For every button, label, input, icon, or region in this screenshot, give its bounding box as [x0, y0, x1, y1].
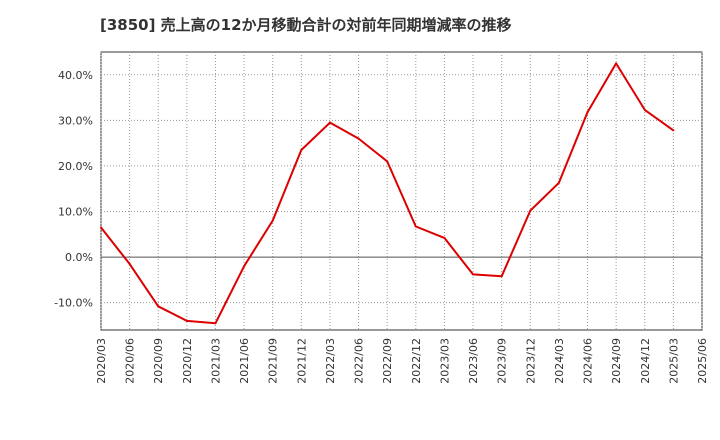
- x-tick-label: 2021/06: [238, 338, 251, 384]
- data-point: [214, 322, 217, 325]
- x-tick-label: 2020/12: [181, 338, 194, 384]
- data-point: [100, 226, 102, 229]
- grid-layer: [100, 52, 703, 330]
- y-tick-label: 0.0%: [65, 251, 93, 264]
- x-tick-label: 2023/03: [438, 338, 451, 384]
- x-tick-label: 2023/06: [467, 338, 480, 384]
- x-tick-label: 2024/06: [582, 338, 595, 384]
- data-point: [443, 236, 446, 239]
- data-point: [472, 273, 475, 276]
- x-tick-label: 2025/06: [696, 338, 709, 384]
- data-point: [529, 209, 532, 212]
- tick-layer: -10.0% 0.0% 10.0% 20.0% 30.0% 40.0% 2020/03 202…: [54, 69, 709, 384]
- x-tick-label: 2020/09: [152, 338, 165, 384]
- series-layer: [100, 62, 675, 325]
- x-tick-label: 2021/09: [267, 338, 280, 384]
- chart-title: [3850] 売上高の12か月移動合計の対前年同期増減率の推移: [100, 16, 512, 34]
- x-tick-label: 2024/12: [639, 338, 652, 384]
- x-tick-label: 2024/09: [610, 338, 623, 384]
- data-point: [243, 265, 246, 268]
- x-tick-label: 2020/06: [124, 338, 137, 384]
- y-tick-label: 30.0%: [58, 114, 93, 127]
- x-tick-label: 2023/09: [496, 338, 509, 384]
- data-point: [672, 129, 675, 132]
- data-point: [643, 108, 646, 111]
- data-point: [157, 305, 160, 308]
- data-point: [414, 225, 417, 228]
- x-tick-label: 2022/09: [381, 338, 394, 384]
- x-tick-label: 2022/12: [410, 338, 423, 384]
- data-point: [586, 111, 589, 114]
- plot-area: [100, 51, 703, 331]
- data-point: [386, 160, 389, 163]
- data-point: [357, 137, 360, 140]
- x-tick-label: 2023/12: [524, 338, 537, 384]
- x-tick-label: 2021/03: [209, 338, 222, 384]
- x-tick-label: 2022/06: [353, 338, 366, 384]
- x-tick-label: 2024/03: [553, 338, 566, 384]
- data-point: [128, 262, 131, 265]
- data-point: [328, 121, 331, 124]
- x-tick-label: 2022/03: [324, 338, 337, 384]
- y-tick-label: 10.0%: [58, 206, 93, 219]
- x-tick-label: 2025/03: [667, 338, 680, 384]
- data-point: [557, 181, 560, 184]
- x-tick-label: 2020/03: [95, 338, 108, 384]
- y-tick-label: 20.0%: [58, 160, 93, 173]
- data-point: [271, 219, 274, 222]
- data-point: [500, 275, 503, 278]
- y-tick-label: 40.0%: [58, 69, 93, 82]
- data-point: [300, 148, 303, 151]
- data-point: [615, 62, 618, 65]
- data-point: [185, 319, 188, 322]
- y-tick-label: -10.0%: [54, 297, 93, 310]
- x-tick-label: 2021/12: [295, 338, 308, 384]
